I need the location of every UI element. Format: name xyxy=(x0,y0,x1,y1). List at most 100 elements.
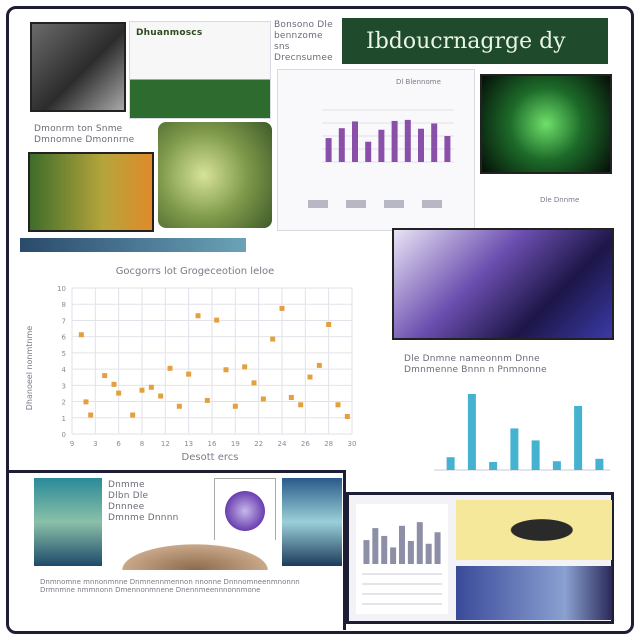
photo-grapes xyxy=(158,122,272,228)
scatter-x-tick: 19 xyxy=(231,440,240,448)
scatter-x-tick: 13 xyxy=(184,440,193,448)
scatter-y-tick: 10 xyxy=(57,285,66,293)
bar xyxy=(381,535,388,564)
scatter-point xyxy=(130,412,136,418)
scatter-point xyxy=(214,317,220,323)
scatter-point xyxy=(326,322,332,327)
caption-line: Dle Dnmne nameonnm Dnne xyxy=(404,354,540,364)
bar xyxy=(372,528,379,564)
scatter-point xyxy=(298,402,304,408)
mini-bar-chart-panel: Dl Blennome xyxy=(278,70,474,230)
bottom-left-frame xyxy=(6,470,346,630)
bar xyxy=(531,440,540,470)
scatter-x-tick: 3 xyxy=(93,440,97,448)
bar xyxy=(434,532,441,564)
scatter-x-tick: 12 xyxy=(161,440,170,448)
scatter-x-tick: 24 xyxy=(278,440,287,448)
mini-chart-label: Dl Blennome xyxy=(396,78,441,86)
bar xyxy=(378,129,385,162)
mini-legend-swatch xyxy=(346,200,366,208)
scatter-xlabel: Desott ercs xyxy=(182,452,239,463)
caption-block-bottom: Dnmnomne mnnonmnne Dnmnennmennon nnonne … xyxy=(40,578,340,618)
scatter-point xyxy=(158,393,164,399)
scatter-point xyxy=(204,397,210,403)
sidebar-right-caption: Dle Dnnme xyxy=(540,196,580,204)
mini-legend-swatch xyxy=(308,200,328,208)
bar xyxy=(338,128,345,162)
scatter-y-tick: 6 xyxy=(62,334,67,342)
scatter-point xyxy=(88,412,94,418)
scatter-y-tick: 3 xyxy=(62,382,66,390)
photo-purple-orb xyxy=(214,478,276,544)
poster-top-center: Dhuanmoscs xyxy=(130,22,270,118)
photo-blue-lab xyxy=(456,566,612,620)
scatter-point xyxy=(102,373,108,379)
caption-line: Dmnomne Dmonnrne xyxy=(34,135,135,145)
bar xyxy=(510,428,519,470)
scatter-point xyxy=(195,313,201,319)
headline-banner: Ibdoucrnagrge dy xyxy=(342,18,608,64)
scatter-point xyxy=(116,390,122,396)
cyan-bar-chart xyxy=(434,394,610,471)
scatter-y-tick: 8 xyxy=(62,301,66,309)
callout-card: Dnmme Dlbn Dle Dnnnee Dmnme Dnnnn xyxy=(108,480,208,540)
caption-line: Dnmnomne mnnonmnne Dnmnennmennon nnonne … xyxy=(40,578,300,586)
scatter-y-tick: 5 xyxy=(62,350,66,358)
bar xyxy=(325,138,332,162)
scatter-x-tick: 16 xyxy=(208,440,217,448)
bar xyxy=(444,136,451,162)
bar xyxy=(595,458,604,470)
caption-line: Dmonrm ton Snme xyxy=(34,124,123,134)
scatter-point xyxy=(307,374,313,380)
scatter-chart: Gocgorrs lot Grogeceotion leloe 9 3 6 8 12 13… xyxy=(25,266,356,463)
small-bar-chart-panel xyxy=(356,504,448,614)
caption-block-left: Dmonrm ton Snme Dmnomne Dmonnrne xyxy=(34,124,154,152)
mini-bar-chart xyxy=(308,109,454,208)
scatter-point xyxy=(78,332,84,338)
scatter-point xyxy=(279,305,285,311)
mini-legend-swatch xyxy=(422,200,442,208)
collage-frame xyxy=(6,6,634,634)
cyan-bar-chart-panel xyxy=(420,382,616,478)
caption-line: Drecnsumee xyxy=(274,53,333,63)
photo-top-left xyxy=(30,22,126,112)
scatter-chart-panel: Gocgorrs lot Grogeceotion leloe 9 3 6 8 12 13… xyxy=(20,258,370,468)
bar xyxy=(365,141,372,162)
scatter-point xyxy=(288,395,294,400)
callout-line: Dlbn Dle xyxy=(108,491,149,501)
callout-line: Dnnnee xyxy=(108,502,145,512)
bar xyxy=(431,123,438,162)
top-left-caption: Dhuanmoscs xyxy=(136,28,203,38)
bar xyxy=(425,543,432,564)
scatter-point xyxy=(186,371,192,377)
scatter-point xyxy=(167,365,173,371)
scatter-point xyxy=(270,336,276,342)
caption-line: bennzome sns xyxy=(274,31,323,52)
bar xyxy=(416,522,423,564)
bar xyxy=(352,121,358,162)
photo-purple-block xyxy=(392,228,614,340)
scatter-y-tick: 4 xyxy=(62,366,67,374)
callout-line: Dnmme xyxy=(108,480,145,490)
caption-block-lower-right: Dle Dnmne nameonnm Dnne Dmnmenne Bnnn n … xyxy=(404,354,614,380)
bar xyxy=(552,461,561,470)
scatter-title: Gocgorrs lot Grogeceotion leloe xyxy=(116,266,275,277)
scatter-x-tick: 6 xyxy=(116,440,121,448)
scatter-point xyxy=(176,403,182,409)
scatter-ylabel: Dhanoeel nonmtnme xyxy=(25,326,34,411)
scatter-y-tick: 2 xyxy=(62,399,66,407)
scatter-y-tick: 1 xyxy=(62,415,66,423)
caption-line: Bonsono Dle xyxy=(274,20,333,30)
bar xyxy=(391,120,398,162)
callout-line: Dmnme Dnnnn xyxy=(108,513,179,523)
scatter-x-tick: 8 xyxy=(140,440,144,448)
photo-dish xyxy=(110,540,280,570)
scatter-y-tick: 0 xyxy=(62,431,66,439)
scatter-point xyxy=(344,413,350,419)
photo-yellow-specimen xyxy=(456,500,612,560)
scatter-point xyxy=(316,362,322,368)
scatter-point xyxy=(148,384,154,390)
bar xyxy=(407,541,414,564)
bar xyxy=(418,128,424,162)
photo-orange-green xyxy=(28,152,154,232)
